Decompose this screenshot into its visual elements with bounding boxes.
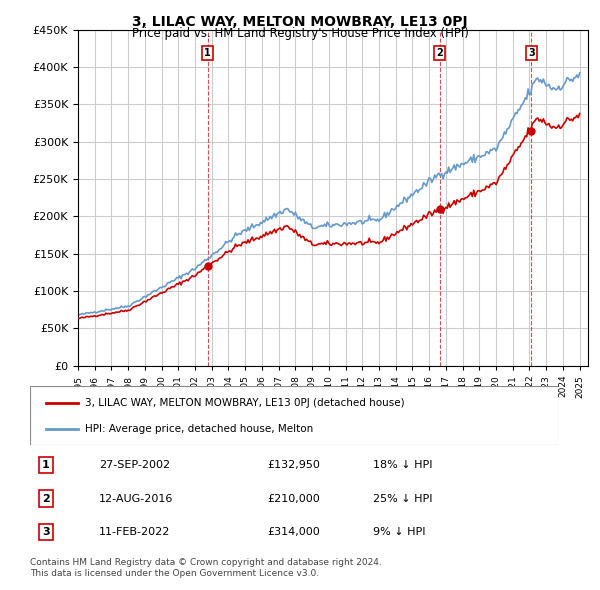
Text: 27-SEP-2002: 27-SEP-2002 xyxy=(98,460,170,470)
Text: 9% ↓ HPI: 9% ↓ HPI xyxy=(373,527,426,537)
Text: HPI: Average price, detached house, Melton: HPI: Average price, detached house, Melt… xyxy=(85,424,314,434)
Text: £314,000: £314,000 xyxy=(268,527,320,537)
Text: 25% ↓ HPI: 25% ↓ HPI xyxy=(373,494,433,503)
Text: £210,000: £210,000 xyxy=(268,494,320,503)
Text: 3, LILAC WAY, MELTON MOWBRAY, LE13 0PJ (detached house): 3, LILAC WAY, MELTON MOWBRAY, LE13 0PJ (… xyxy=(85,398,405,408)
Text: This data is licensed under the Open Government Licence v3.0.: This data is licensed under the Open Gov… xyxy=(30,569,319,578)
Text: 18% ↓ HPI: 18% ↓ HPI xyxy=(373,460,433,470)
Text: 2: 2 xyxy=(42,494,50,503)
Text: Price paid vs. HM Land Registry's House Price Index (HPI): Price paid vs. HM Land Registry's House … xyxy=(131,27,469,40)
Text: £132,950: £132,950 xyxy=(268,460,320,470)
Text: 3: 3 xyxy=(528,48,535,58)
Text: 3, LILAC WAY, MELTON MOWBRAY, LE13 0PJ: 3, LILAC WAY, MELTON MOWBRAY, LE13 0PJ xyxy=(132,15,468,29)
Text: Contains HM Land Registry data © Crown copyright and database right 2024.: Contains HM Land Registry data © Crown c… xyxy=(30,558,382,566)
Text: 1: 1 xyxy=(204,48,211,58)
Text: 12-AUG-2016: 12-AUG-2016 xyxy=(98,494,173,503)
Text: 3: 3 xyxy=(42,527,50,537)
Text: 11-FEB-2022: 11-FEB-2022 xyxy=(98,527,170,537)
Text: 1: 1 xyxy=(42,460,50,470)
FancyBboxPatch shape xyxy=(30,386,558,445)
Text: 2: 2 xyxy=(436,48,443,58)
